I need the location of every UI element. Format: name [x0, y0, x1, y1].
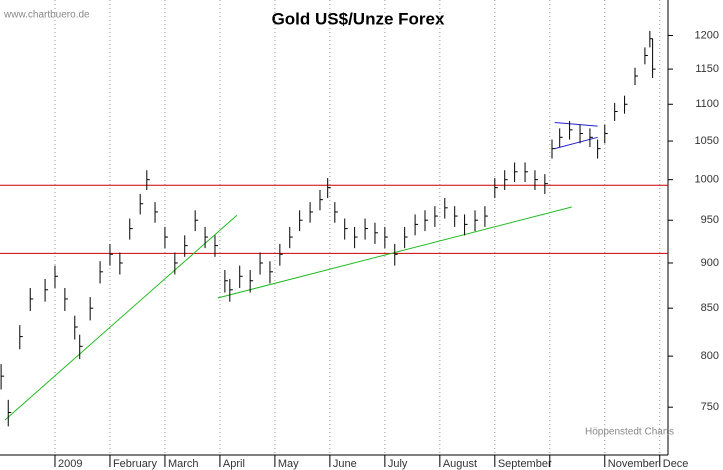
- y-tick-label: 1050: [695, 135, 719, 147]
- x-tick-label: August: [443, 458, 477, 470]
- x-tick-label: June: [333, 458, 357, 470]
- x-tick-label: July: [388, 458, 408, 470]
- trend-line: [4, 214, 238, 421]
- x-tick-label: November: [608, 458, 659, 470]
- x-tick-label: February: [113, 458, 158, 470]
- x-tick-label: Dece: [663, 458, 689, 470]
- y-tick-label: 1150: [695, 63, 719, 75]
- y-tick-label: 1000: [695, 174, 719, 186]
- y-tick-label: 800: [701, 350, 719, 362]
- y-tick-label: 1200: [695, 29, 719, 41]
- x-tick-label: 2009: [58, 458, 82, 470]
- trend-line: [554, 121, 598, 127]
- credit: Höppenstedt Charts: [585, 427, 674, 438]
- y-tick-label: 950: [701, 214, 719, 226]
- y-tick-label: 750: [701, 401, 719, 413]
- trend-line: [554, 136, 598, 150]
- x-tick-label: April: [223, 458, 245, 470]
- x-tick-label: September: [498, 458, 552, 470]
- y-tick-label: 900: [701, 257, 719, 269]
- chart-title: Gold US$/Unze Forex: [272, 9, 445, 28]
- source: www.chartbuero.de: [3, 10, 90, 21]
- y-tick-label: 1100: [695, 98, 719, 110]
- x-tick-label: May: [278, 458, 299, 470]
- x-tick-label: March: [168, 458, 199, 470]
- y-tick-label: 850: [701, 302, 719, 314]
